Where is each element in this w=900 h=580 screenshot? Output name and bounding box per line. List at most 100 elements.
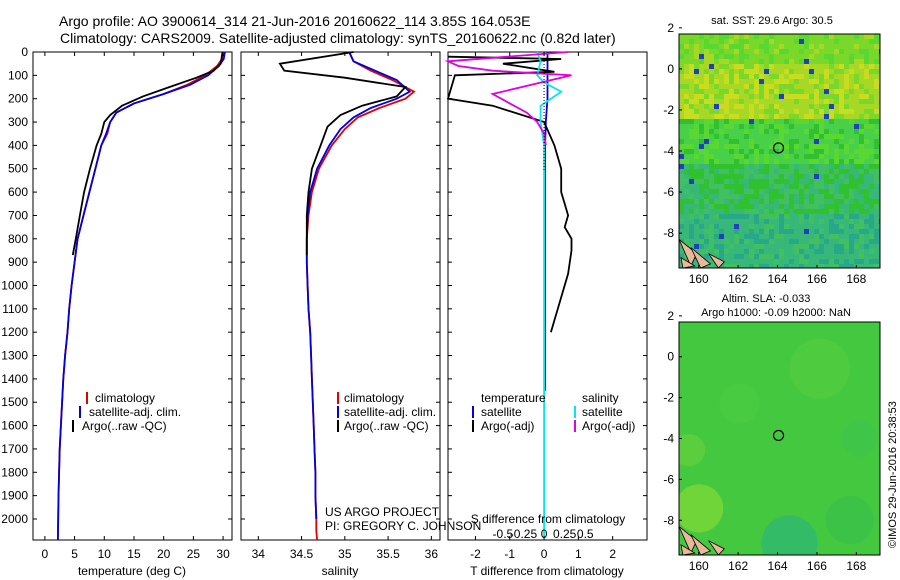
x-tick-label: 36: [425, 547, 439, 561]
legend-label-climatology: climatology: [344, 391, 404, 405]
y-tick-label: 1000: [1, 278, 28, 292]
y-tick-label: 100: [8, 68, 28, 82]
y-tick-label: 800: [8, 232, 28, 246]
header-line2: Climatology: CARS2009. Satellite-adjuste…: [60, 30, 616, 46]
land-mass: [680, 256, 696, 268]
legend-label-s-argo: Argo(-adj): [582, 419, 635, 433]
map-x-tick-label: 160: [689, 559, 709, 573]
series-line-satellite-adj-clim-: [305, 51, 412, 520]
map-y-tick-label: -4: [663, 432, 674, 446]
y-tick-label: 500: [8, 162, 28, 176]
map-y-tick-label: -4: [663, 144, 674, 158]
series-line-salinity-argo-adj-: [444, 51, 572, 146]
legend-label-climatology: climatology: [95, 391, 155, 405]
difference-frame: [447, 51, 648, 541]
x-tick-label: 35: [338, 547, 352, 561]
land-mass: [679, 238, 698, 267]
map-y-tick-label: -6: [663, 472, 674, 486]
y-tick-label: 1500: [1, 395, 28, 409]
map-y-tick-label: -8: [663, 226, 674, 240]
map-y-tick-label: -8: [663, 513, 674, 527]
y-tick-label: 1900: [1, 489, 28, 503]
map-x-tick-label: 168: [846, 559, 866, 573]
y-tick-label: 1800: [1, 465, 28, 479]
series-line-argo-raw-qc-: [71, 51, 224, 256]
x-tick-label: -2: [470, 547, 481, 561]
y-tick-label: 1300: [1, 349, 28, 363]
map-field: [679, 322, 880, 555]
x-tick-label: 25: [187, 547, 201, 561]
map-x-tick-label: 164: [768, 272, 788, 286]
difference-s-xlabel: S difference from climatology: [471, 512, 626, 526]
x-tick-label: 0: [42, 547, 49, 561]
legend-temperature-heading: temperature: [481, 391, 546, 405]
y-tick-label: 600: [8, 185, 28, 199]
legend-label-argo: Argo(..raw -QC): [82, 419, 167, 433]
x-tick-label: 10: [98, 547, 112, 561]
map-field: [679, 34, 880, 268]
series-line-climatology: [305, 51, 416, 541]
y-tick-label: 300: [8, 115, 28, 129]
legend-label-s-satellite: satellite: [582, 405, 623, 419]
header-line1: Argo profile: AO 3900614_314 21-Jun-2016…: [59, 13, 530, 29]
x-tick-label: 2: [609, 547, 616, 561]
map-x-tick-label: 162: [728, 272, 748, 286]
y-tick-label: 1600: [1, 419, 28, 433]
legend-salinity-heading: salinity: [582, 391, 619, 405]
series-line-climatology: [57, 51, 224, 541]
y-tick-label: 1400: [1, 372, 28, 386]
argo-location-marker: [772, 142, 785, 154]
series-line-argo-adj-: [446, 55, 573, 333]
y-tick-label: 2000: [1, 512, 28, 526]
salinity-frame: [240, 51, 441, 541]
legend-label-argo: Argo(..raw -QC): [344, 419, 429, 433]
x-tick-label: 30: [216, 547, 230, 561]
map-x-tick-label: 166: [807, 559, 827, 573]
x-tick-label: 20: [157, 547, 171, 561]
map-y-tick-label: 2: [667, 309, 674, 323]
temperature-legend: climatology satellite-adj. clim. Argo(..…: [72, 391, 181, 433]
imos-timestamp: ©IMOS 29-Jun-2016 20:38:53: [887, 401, 899, 548]
temperature-frame: [32, 51, 233, 541]
series-line-argo-raw-qc-: [278, 51, 408, 256]
land-mass: [690, 247, 712, 268]
y-tick-label: 1200: [1, 325, 28, 339]
x-tick-label: 35.5: [376, 547, 400, 561]
difference-t-xlabel: T difference from climatology: [470, 564, 624, 578]
land-mass: [680, 544, 696, 555]
land-mass: [679, 526, 698, 554]
y-tick-label: 400: [8, 138, 28, 152]
s-tick-label: -0.5: [493, 527, 514, 541]
sst-map: 160 162 164 166 168 2 0 -2 -4 -6 -8: [663, 21, 881, 286]
temperature-xlabel: temperature (deg C): [78, 564, 186, 578]
map-y-tick-label: 0: [667, 62, 674, 76]
s-tick-label: -0.25: [510, 527, 538, 541]
land-mass: [708, 253, 725, 268]
sla-map-subtitle: Argo h1000: -0.09 h2000: NaN: [701, 307, 851, 319]
s-tick-label: 0.25: [553, 527, 577, 541]
credit-line1: US ARGO PROJECT: [325, 505, 440, 519]
map-y-tick-label: -2: [663, 391, 674, 405]
series-line-satellite-adj-clim-: [57, 51, 226, 541]
x-tick-label: 34: [252, 547, 266, 561]
legend-label-t-satellite: satellite: [481, 405, 522, 419]
y-tick-label: 900: [8, 255, 28, 269]
x-tick-label: 1: [575, 547, 582, 561]
x-tick-label: -1: [504, 547, 515, 561]
difference-plot: -2 -1 0 1 2 -0.5-0.25 0 0.25 0.5: [444, 51, 616, 561]
credit-line2: PI: GREGORY C. JOHNSON: [325, 519, 481, 533]
map-x-tick-label: 168: [846, 272, 866, 286]
series-line-satellite: [544, 52, 549, 391]
series-line-salinity-satellite: [536, 51, 563, 538]
map-x-tick-label: 160: [689, 272, 709, 286]
land-mass: [708, 540, 725, 555]
legend-label-satellite: satellite-adj. clim.: [89, 405, 181, 419]
argo-location-marker: [772, 429, 785, 442]
y-tick-label: 1100: [2, 302, 28, 316]
legend-label-satellite: satellite-adj. clim.: [344, 405, 436, 419]
map-x-tick-label: 162: [728, 559, 748, 573]
depth-axis: 0 100 200 300 400 500 600 700 800 900 1000 1100 1200…: [1, 45, 647, 526]
map-y-tick-label: 0: [667, 350, 674, 364]
sla-map: 160 162 164 166 168 2 0 -2 -4 -6 -8: [663, 309, 881, 573]
